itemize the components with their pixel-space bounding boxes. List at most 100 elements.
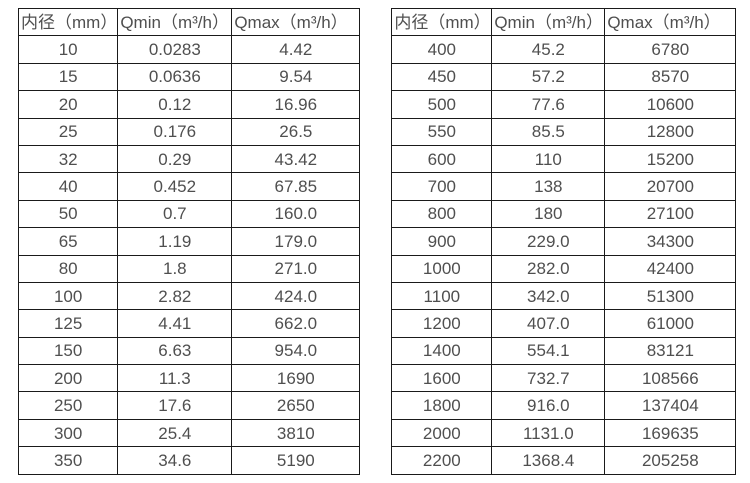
table-cell: 10	[17, 35, 119, 64]
table-cell: 20	[17, 90, 119, 119]
table-row: 50 0.7 160.0	[17, 199, 361, 229]
table-row: 1100 342.0 51300	[391, 281, 737, 311]
table-row: 1000 282.0 42400	[391, 254, 737, 283]
table-cell: 200	[17, 364, 119, 393]
table-cell: 282.0	[491, 254, 606, 283]
table-cell: 916.0	[491, 391, 606, 420]
table-row: 125 4.41 662.0	[17, 309, 361, 338]
table-row: 32 0.29 43.42	[17, 144, 361, 174]
table-row: 2200 1368.4 205258	[391, 446, 737, 475]
table-cell: 1.19	[117, 227, 233, 256]
table-row: 550 85.5 12800	[391, 117, 737, 146]
table-cell: 26.5	[231, 117, 361, 146]
table-cell: 900	[391, 227, 493, 256]
table-row: 25 0.176 26.5	[17, 117, 361, 146]
table-cell: 27100	[604, 199, 737, 229]
table-cell: 180	[491, 199, 606, 229]
table-cell: 34300	[604, 227, 737, 256]
table-cell: 42400	[604, 254, 737, 283]
table-cell: 1368.4	[491, 446, 606, 475]
table-cell: 800	[391, 199, 493, 229]
table-cell: 100	[17, 281, 119, 311]
table-cell: 57.2	[491, 62, 606, 92]
table-cell: 954.0	[231, 336, 361, 366]
table-cell: 550	[391, 117, 493, 146]
table-cell: 2.82	[117, 281, 233, 311]
table-cell: 12800	[604, 117, 737, 146]
col-header-qmax: Qmax（m³/h）	[604, 7, 737, 37]
table-cell: 17.6	[117, 391, 233, 420]
table-cell: 0.0283	[117, 35, 233, 64]
table-cell: 108566	[604, 364, 737, 393]
table-cell: 25	[17, 117, 119, 146]
header-row: 内径（mm） Qmin（m³/h） Qmax（m³/h）	[391, 7, 737, 37]
table-cell: 407.0	[491, 309, 606, 338]
table-row: 200 11.3 1690	[17, 364, 361, 393]
table-cell: 83121	[604, 336, 737, 366]
table-cell: 0.29	[117, 144, 233, 174]
col-header-inner-diameter: 内径（mm）	[17, 7, 119, 37]
table-cell: 110	[491, 144, 606, 174]
table-row: 20 0.12 16.96	[17, 90, 361, 119]
table-row: 600 110 15200	[391, 144, 737, 174]
table-cell: 0.176	[117, 117, 233, 146]
table-row: 450 57.2 8570	[391, 62, 737, 92]
table-cell: 600	[391, 144, 493, 174]
table-cell: 0.7	[117, 199, 233, 229]
table-cell: 1800	[391, 391, 493, 420]
col-header-qmax: Qmax（m³/h）	[231, 7, 361, 37]
table-row: 350 34.6 5190	[17, 446, 361, 475]
table-cell: 1131.0	[491, 418, 606, 448]
table-row: 500 77.6 10600	[391, 90, 737, 119]
table-cell: 1200	[391, 309, 493, 338]
table-cell: 34.6	[117, 446, 233, 475]
header-row: 内径（mm） Qmin（m³/h） Qmax（m³/h）	[17, 7, 361, 37]
table-row: 80 1.8 271.0	[17, 254, 361, 283]
table-cell: 662.0	[231, 309, 361, 338]
table-cell: 554.1	[491, 336, 606, 366]
table-row: 100 2.82 424.0	[17, 281, 361, 311]
col-header-qmin: Qmin（m³/h）	[491, 7, 606, 37]
table-cell: 67.85	[231, 172, 361, 201]
table-cell: 43.42	[231, 144, 361, 174]
table-row: 2000 1131.0 169635	[391, 418, 737, 448]
table-row: 1400 554.1 83121	[391, 336, 737, 366]
table-cell: 1690	[231, 364, 361, 393]
table-cell: 85.5	[491, 117, 606, 146]
table-cell: 450	[391, 62, 493, 92]
table-row: 1800 916.0 137404	[391, 391, 737, 420]
table-cell: 32	[17, 144, 119, 174]
table-cell: 0.0636	[117, 62, 233, 92]
table-cell: 25.4	[117, 418, 233, 448]
table-cell: 1.8	[117, 254, 233, 283]
table-cell: 2650	[231, 391, 361, 420]
table-cell: 45.2	[491, 35, 606, 64]
table-cell: 160.0	[231, 199, 361, 229]
table-row: 10 0.0283 4.42	[17, 35, 361, 64]
table-row: 800 180 27100	[391, 199, 737, 229]
flow-table-large-diameters: 内径（mm） Qmin（m³/h） Qmax（m³/h） 400 45.2 6780…	[391, 7, 737, 475]
table-cell: 150	[17, 336, 119, 366]
table-cell: 342.0	[491, 281, 606, 311]
table-cell: 8570	[604, 62, 737, 92]
table-row: 400 45.2 6780	[391, 35, 737, 64]
table-cell: 6780	[604, 35, 737, 64]
table-cell: 205258	[604, 446, 737, 475]
table-row: 65 1.19 179.0	[17, 227, 361, 256]
table-row: 15 0.0636 9.54	[17, 62, 361, 92]
table-cell: 732.7	[491, 364, 606, 393]
table-cell: 40	[17, 172, 119, 201]
table-cell: 1100	[391, 281, 493, 311]
table-cell: 125	[17, 309, 119, 338]
table-cell: 300	[17, 418, 119, 448]
table-cell: 250	[17, 391, 119, 420]
table-row: 250 17.6 2650	[17, 391, 361, 420]
table-cell: 15	[17, 62, 119, 92]
table-cell: 80	[17, 254, 119, 283]
table-cell: 2000	[391, 418, 493, 448]
table-cell: 50	[17, 199, 119, 229]
table-row: 1600 732.7 108566	[391, 364, 737, 393]
table-row: 150 6.63 954.0	[17, 336, 361, 366]
table-cell: 500	[391, 90, 493, 119]
